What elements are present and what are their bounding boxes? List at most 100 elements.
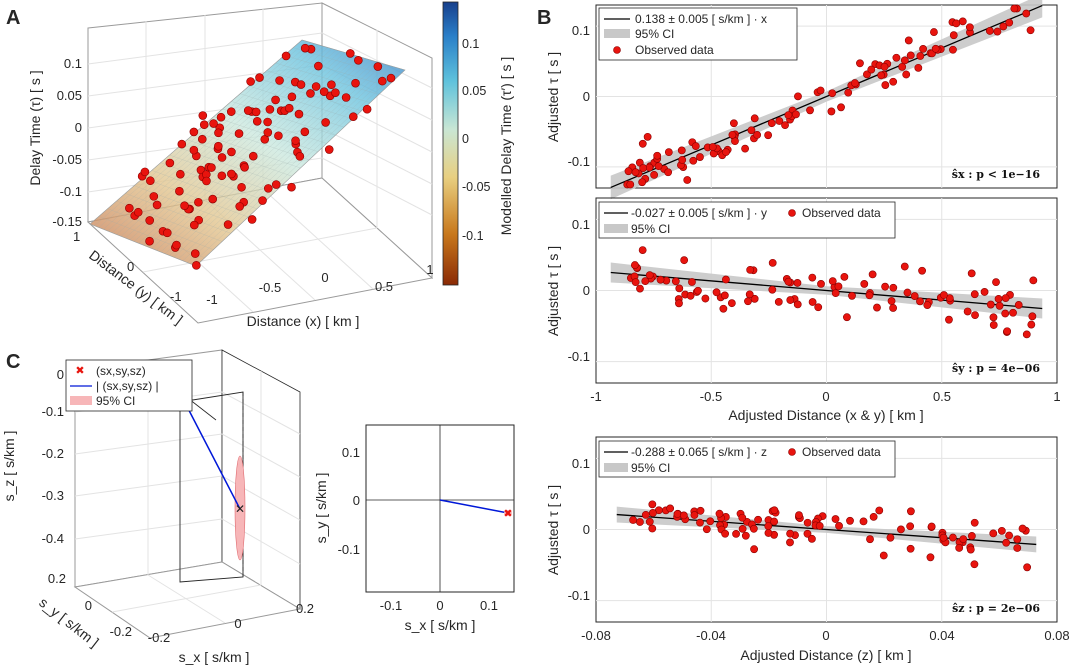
data-point	[197, 134, 207, 144]
legend-point-label: (sx,sy,sz)	[96, 364, 146, 378]
data-point	[918, 266, 926, 275]
data-point	[243, 106, 253, 115]
data-point	[873, 303, 881, 312]
mesh-line	[187, 67, 397, 263]
panel-c-z-ticks: 0 -0.1 -0.2 -0.3 -0.4	[42, 367, 64, 546]
data-point	[881, 81, 890, 89]
data-point	[1022, 330, 1031, 339]
data-point	[744, 297, 752, 306]
panel-b1-y-axis-label: Adjusted τ [ s ]	[545, 52, 561, 142]
legend-ci-label: 95% CI	[631, 222, 670, 236]
data-point	[636, 518, 644, 526]
tick-label: 0.1	[462, 37, 479, 51]
data-point	[930, 28, 938, 36]
data-point	[630, 261, 639, 269]
data-point	[792, 110, 800, 119]
tick-label: -0.1	[338, 542, 360, 557]
legend-fit-label: 0.138 ± 0.005 [ s/km ] · x	[635, 12, 767, 26]
panel-b3-y-axis-label: Adjusted τ [ s ]	[545, 485, 561, 575]
data-point	[786, 538, 794, 547]
data-point	[689, 156, 698, 165]
data-point	[906, 507, 915, 516]
tick-label: 0.1	[572, 23, 590, 38]
data-point	[860, 280, 869, 288]
data-point	[722, 275, 730, 284]
tick-label: -0.1	[568, 588, 590, 603]
tick-label: 0	[57, 367, 64, 382]
data-point	[746, 265, 755, 274]
data-point	[217, 171, 227, 181]
data-point	[227, 147, 236, 157]
data-point	[199, 120, 209, 130]
panel-b2-fit-line	[610, 271, 1043, 310]
data-point	[897, 525, 905, 534]
data-point	[349, 112, 358, 121]
data-point	[965, 23, 974, 32]
tick-label: -0.2	[42, 446, 64, 461]
data-point	[296, 80, 306, 89]
data-point	[149, 192, 159, 201]
panel-c-legend: ✖ (sx,sy,sz) | (sx,sy,sz) | 95% CI	[65, 359, 193, 412]
data-point	[729, 119, 738, 128]
data-point	[641, 277, 650, 286]
legend-box	[598, 440, 896, 478]
data-point	[745, 290, 754, 299]
data-point	[945, 315, 953, 324]
data-point	[906, 544, 915, 553]
data-point	[1013, 535, 1022, 544]
panel-b2-x-axis-label: Adjusted Distance (x & y) [ km ]	[728, 407, 923, 423]
panel-c-2d-plot: ✖ 0.1 0 -0.1 -0.1 0 0.1 s_y [ s/km ] s_x…	[313, 424, 515, 633]
panel-a-x-ticks: -1 -0.5 0 0.5 1	[206, 262, 433, 307]
data-point	[999, 22, 1008, 31]
data-point	[741, 531, 750, 540]
data-point	[967, 532, 976, 540]
data-point	[708, 143, 717, 151]
panel-b1-legend: 0.138 ± 0.005 [ s/km ] · x 95% CI Observ…	[598, 7, 798, 61]
data-point	[741, 144, 749, 153]
data-point	[235, 202, 245, 211]
legend-ci-label: 95% CI	[96, 394, 135, 408]
data-point	[794, 92, 802, 101]
data-point	[880, 62, 889, 71]
panel-label-c: C	[6, 351, 20, 373]
data-point	[648, 524, 657, 533]
legend-data-label: Observed data	[802, 206, 881, 220]
data-point	[673, 510, 682, 518]
panel-a-z-ticks: 0.1 0.05 0 -0.05 -0.1 -0.15	[52, 56, 82, 229]
legend-box	[598, 7, 798, 61]
data-point	[696, 153, 704, 161]
data-point	[848, 291, 856, 300]
tick-label: -1	[206, 292, 218, 307]
tick-label: 0	[583, 522, 590, 537]
data-point	[774, 297, 783, 306]
mesh-line	[182, 66, 393, 261]
data-point	[992, 278, 1000, 287]
data-point	[345, 49, 355, 58]
data-point	[949, 31, 958, 40]
data-point	[793, 279, 802, 287]
data-point	[190, 249, 200, 258]
panel-b2-y-ticks: 0.1 0 -0.1	[568, 217, 590, 364]
data-point	[1001, 294, 1010, 302]
data-point	[940, 291, 948, 299]
data-point	[274, 131, 283, 141]
panel-b3-legend: -0.288 ± 0.065 [ s/km ] · z 95% CI Obser…	[598, 440, 896, 478]
data-point	[648, 500, 657, 509]
panel-b1-plot: 0.1 0 -0.1 Adjusted τ [ s ] 0.138 ± 0.00…	[545, 0, 1058, 200]
tick-label: -0.5	[700, 389, 722, 404]
data-point	[727, 299, 736, 308]
panel-c2-x-axis-label: s_x [ s/km ]	[405, 617, 476, 633]
tick-label: 0	[436, 598, 443, 613]
data-point	[648, 509, 657, 517]
legend-box	[598, 201, 896, 239]
data-point	[768, 285, 777, 294]
data-point	[133, 207, 143, 217]
data-point	[694, 286, 702, 295]
tick-label: -0.04	[696, 628, 726, 643]
data-point	[362, 104, 372, 114]
data-point	[653, 151, 662, 160]
legend-ci-swatch	[604, 463, 628, 472]
tick-label: 1	[73, 229, 80, 244]
data-point	[767, 119, 776, 128]
